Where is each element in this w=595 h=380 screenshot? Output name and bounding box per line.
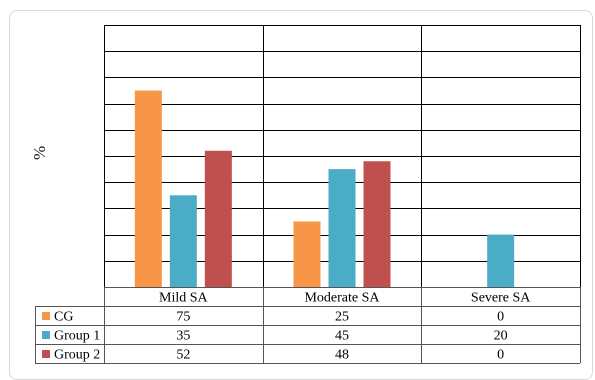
data-table-value: 35 <box>176 329 190 344</box>
bar-group-2 <box>204 150 232 287</box>
data-table-value: 0 <box>497 348 504 363</box>
legend-label: Group 1 <box>54 329 100 344</box>
bar-cg <box>134 90 162 287</box>
bar-group-1 <box>169 195 197 287</box>
data-table-value: 20 <box>494 329 508 344</box>
bar-chart-with-data-table: Mild SA Moderate SA Severe SA CG 75 25 0 Group … <box>35 25 581 364</box>
legend-label: Group 2 <box>54 348 100 363</box>
bar-cg <box>293 221 321 287</box>
bar-group-1 <box>328 169 356 287</box>
data-table-value: 75 <box>176 310 190 325</box>
category-label: Moderate SA <box>304 291 380 306</box>
legend-label: CG <box>54 310 73 325</box>
data-table-value: 48 <box>335 348 349 363</box>
data-table-value: 52 <box>176 348 190 363</box>
data-table-value: 45 <box>335 329 349 344</box>
data-table-value: 25 <box>335 310 349 325</box>
legend-swatch-group-1 <box>42 331 50 339</box>
data-table-value: 0 <box>497 310 504 325</box>
bar-group-2 <box>363 161 391 287</box>
legend-swatch-cg <box>42 312 50 320</box>
category-label: Mild SA <box>159 291 209 306</box>
bar-group-1 <box>487 234 515 287</box>
category-label: Severe SA <box>471 291 531 306</box>
legend-swatch-group-2 <box>42 350 50 358</box>
